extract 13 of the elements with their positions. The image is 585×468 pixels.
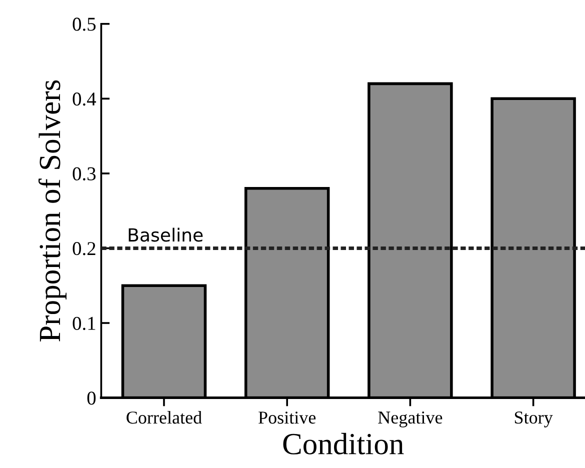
- y-axis-title: Proportion of Solvers: [38, 80, 66, 342]
- ref-line-label: Baseline: [128, 228, 203, 242]
- x-tick-label: Positive: [258, 412, 316, 424]
- y-tick-label: 0: [87, 392, 96, 405]
- x-axis-title: Condition: [283, 432, 404, 454]
- x-tick-label: Story: [514, 412, 553, 428]
- y-tick-label: 0.3: [72, 167, 96, 180]
- x-tick-label: Negative: [378, 412, 442, 428]
- y-tick-label: 0.4: [72, 92, 96, 106]
- y-tick-label: 0.2: [72, 242, 96, 256]
- x-tick-label: Correlated: [126, 410, 202, 424]
- y-tick-label: 0.5: [72, 18, 96, 31]
- y-tick-label: 0.1: [72, 316, 96, 330]
